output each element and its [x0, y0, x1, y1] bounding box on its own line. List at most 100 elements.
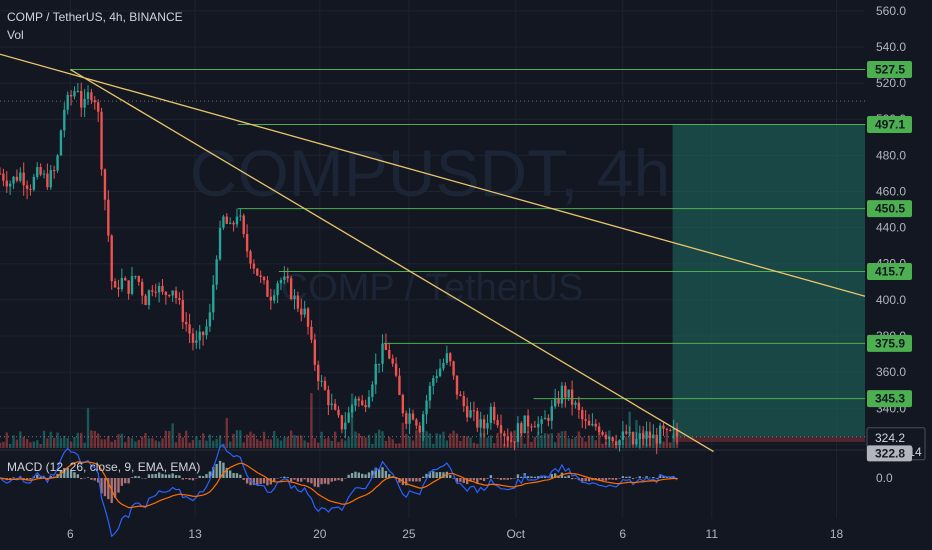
- macd-histogram-bar: [8, 478, 12, 480]
- candle-body: [486, 423, 489, 429]
- macd-histogram-bar: [432, 471, 435, 478]
- volume-bar: [344, 440, 347, 448]
- candle-body: [147, 290, 151, 306]
- candle-body: [581, 410, 584, 420]
- macd-histogram-bar: [601, 478, 604, 481]
- macd-histogram-bar: [100, 478, 103, 494]
- candle-body: [15, 176, 19, 181]
- macd-histogram-bar: [388, 474, 391, 478]
- candle-body: [658, 425, 662, 444]
- macd-histogram-bar: [384, 470, 388, 478]
- trendline: [70, 68, 714, 453]
- macd-histogram-bar: [567, 475, 570, 478]
- candle-body: [618, 440, 621, 446]
- volume-bar: [557, 432, 560, 448]
- candle-body: [222, 216, 225, 228]
- macd-histogram-bar: [320, 478, 323, 485]
- macd-histogram-bar: [232, 473, 235, 478]
- macd-histogram-bar: [611, 478, 614, 480]
- candle-body: [350, 405, 354, 413]
- volume-bar: [113, 439, 117, 448]
- macd-histogram-bar: [205, 474, 208, 478]
- macd-histogram-bar: [479, 478, 482, 480]
- volume-bar: [547, 433, 550, 448]
- macd-histogram-bar: [587, 478, 591, 482]
- volume-bar: [604, 441, 608, 448]
- candle-body: [675, 428, 679, 437]
- macd-histogram-bar: [455, 478, 459, 483]
- candle-body: [212, 284, 215, 313]
- candle-body: [286, 276, 289, 279]
- y-tick-label: 480.0: [876, 148, 906, 162]
- candle-body: [32, 176, 36, 190]
- candle-body: [76, 90, 80, 92]
- macd-histogram-bar: [344, 477, 347, 479]
- macd-histogram-bar: [15, 478, 19, 479]
- candle-body: [574, 402, 577, 405]
- macd-histogram-bar: [604, 478, 608, 481]
- volume-bar: [293, 435, 296, 448]
- volume-bar: [625, 436, 628, 448]
- macd-histogram-bar: [120, 478, 124, 486]
- volume-bar: [553, 442, 557, 448]
- candle-body: [506, 436, 509, 441]
- candle-body: [405, 413, 408, 424]
- macd-histogram-bar: [171, 473, 174, 478]
- candle-body: [401, 394, 405, 414]
- volume-bar: [652, 434, 655, 448]
- candle-body: [530, 426, 533, 428]
- candle-body: [652, 434, 655, 439]
- macd-histogram-bar: [252, 478, 256, 485]
- candle-body: [117, 287, 120, 290]
- candle-body: [46, 173, 49, 188]
- candle-body: [418, 425, 421, 432]
- candle-body: [144, 295, 147, 306]
- volume-bar: [181, 437, 184, 448]
- macd-histogram-bar: [625, 476, 628, 478]
- macd-histogram-bar: [22, 478, 25, 480]
- macd-histogram-bar: [208, 471, 212, 478]
- volume-bar: [533, 436, 537, 448]
- candle-body: [86, 92, 90, 99]
- price-level-label-bg: [867, 390, 912, 408]
- macd-histogram-bar: [560, 472, 564, 478]
- macd-histogram-bar: [29, 478, 32, 480]
- candle-body: [201, 331, 205, 336]
- macd-histogram-bar: [371, 470, 374, 478]
- volume-bar: [259, 440, 262, 448]
- macd-histogram-bar: [63, 468, 66, 478]
- macd-histogram-bar: [476, 478, 479, 483]
- watermark-pair: COMP / TetherUS: [281, 267, 584, 309]
- volume-bar: [601, 443, 604, 448]
- volume-bar: [587, 435, 591, 448]
- candle-body: [80, 90, 83, 108]
- macd-histogram-bar: [262, 478, 266, 484]
- candle-body: [242, 215, 245, 234]
- macd-histogram-bar: [333, 478, 337, 481]
- macd-histogram-bar: [553, 473, 557, 478]
- macd-histogram-bar: [418, 478, 421, 482]
- candle-body: [496, 420, 499, 426]
- macd-histogram-bar: [449, 475, 452, 478]
- candle-body: [232, 222, 235, 225]
- volume-bar: [371, 443, 374, 448]
- volume-bar: [107, 436, 110, 448]
- volume-bar: [486, 437, 489, 448]
- candle-body: [503, 433, 506, 437]
- volume-bar: [56, 432, 59, 448]
- volume-bar: [594, 440, 597, 448]
- macd-histogram-bar: [181, 478, 184, 480]
- candle-body: [8, 183, 12, 187]
- macd-histogram-bar: [581, 478, 584, 482]
- candle-body: [259, 275, 262, 278]
- macd-histogram-bar: [289, 478, 293, 482]
- macd-histogram-bar: [543, 475, 547, 478]
- volume-bar: [479, 432, 482, 448]
- candle-body: [560, 385, 564, 404]
- macd-histogram-bar: [574, 478, 577, 479]
- candle-body: [289, 278, 293, 300]
- candle-body: [340, 415, 344, 430]
- candle-body: [648, 431, 652, 439]
- candle-body: [526, 415, 530, 427]
